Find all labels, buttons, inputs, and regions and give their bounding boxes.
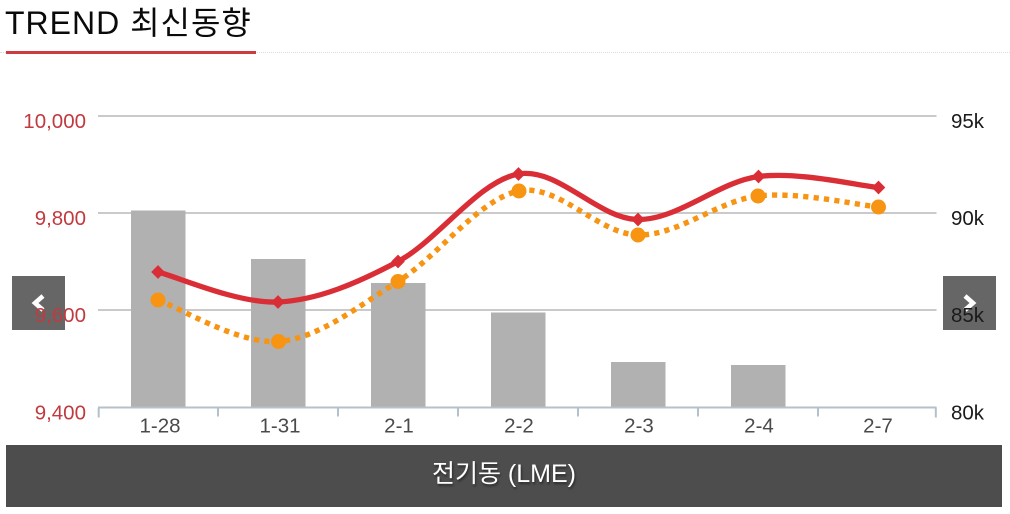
svg-text:9,400: 9,400 <box>35 402 86 425</box>
svg-text:95k: 95k <box>951 110 985 133</box>
svg-text:2-7: 2-7 <box>863 415 893 438</box>
svg-text:9,600: 9,600 <box>35 304 86 327</box>
svg-text:80k: 80k <box>951 402 985 425</box>
svg-text:10,000: 10,000 <box>23 110 86 133</box>
svg-text:90k: 90k <box>951 207 985 230</box>
svg-text:2-4: 2-4 <box>744 415 774 438</box>
svg-text:2-2: 2-2 <box>504 415 534 438</box>
svg-text:2-1: 2-1 <box>384 415 414 438</box>
svg-text:1-31: 1-31 <box>259 415 300 438</box>
svg-text:1-28: 1-28 <box>139 415 180 438</box>
svg-text:2-3: 2-3 <box>624 415 654 438</box>
svg-text:9,800: 9,800 <box>35 207 86 230</box>
svg-text:85k: 85k <box>951 304 985 327</box>
